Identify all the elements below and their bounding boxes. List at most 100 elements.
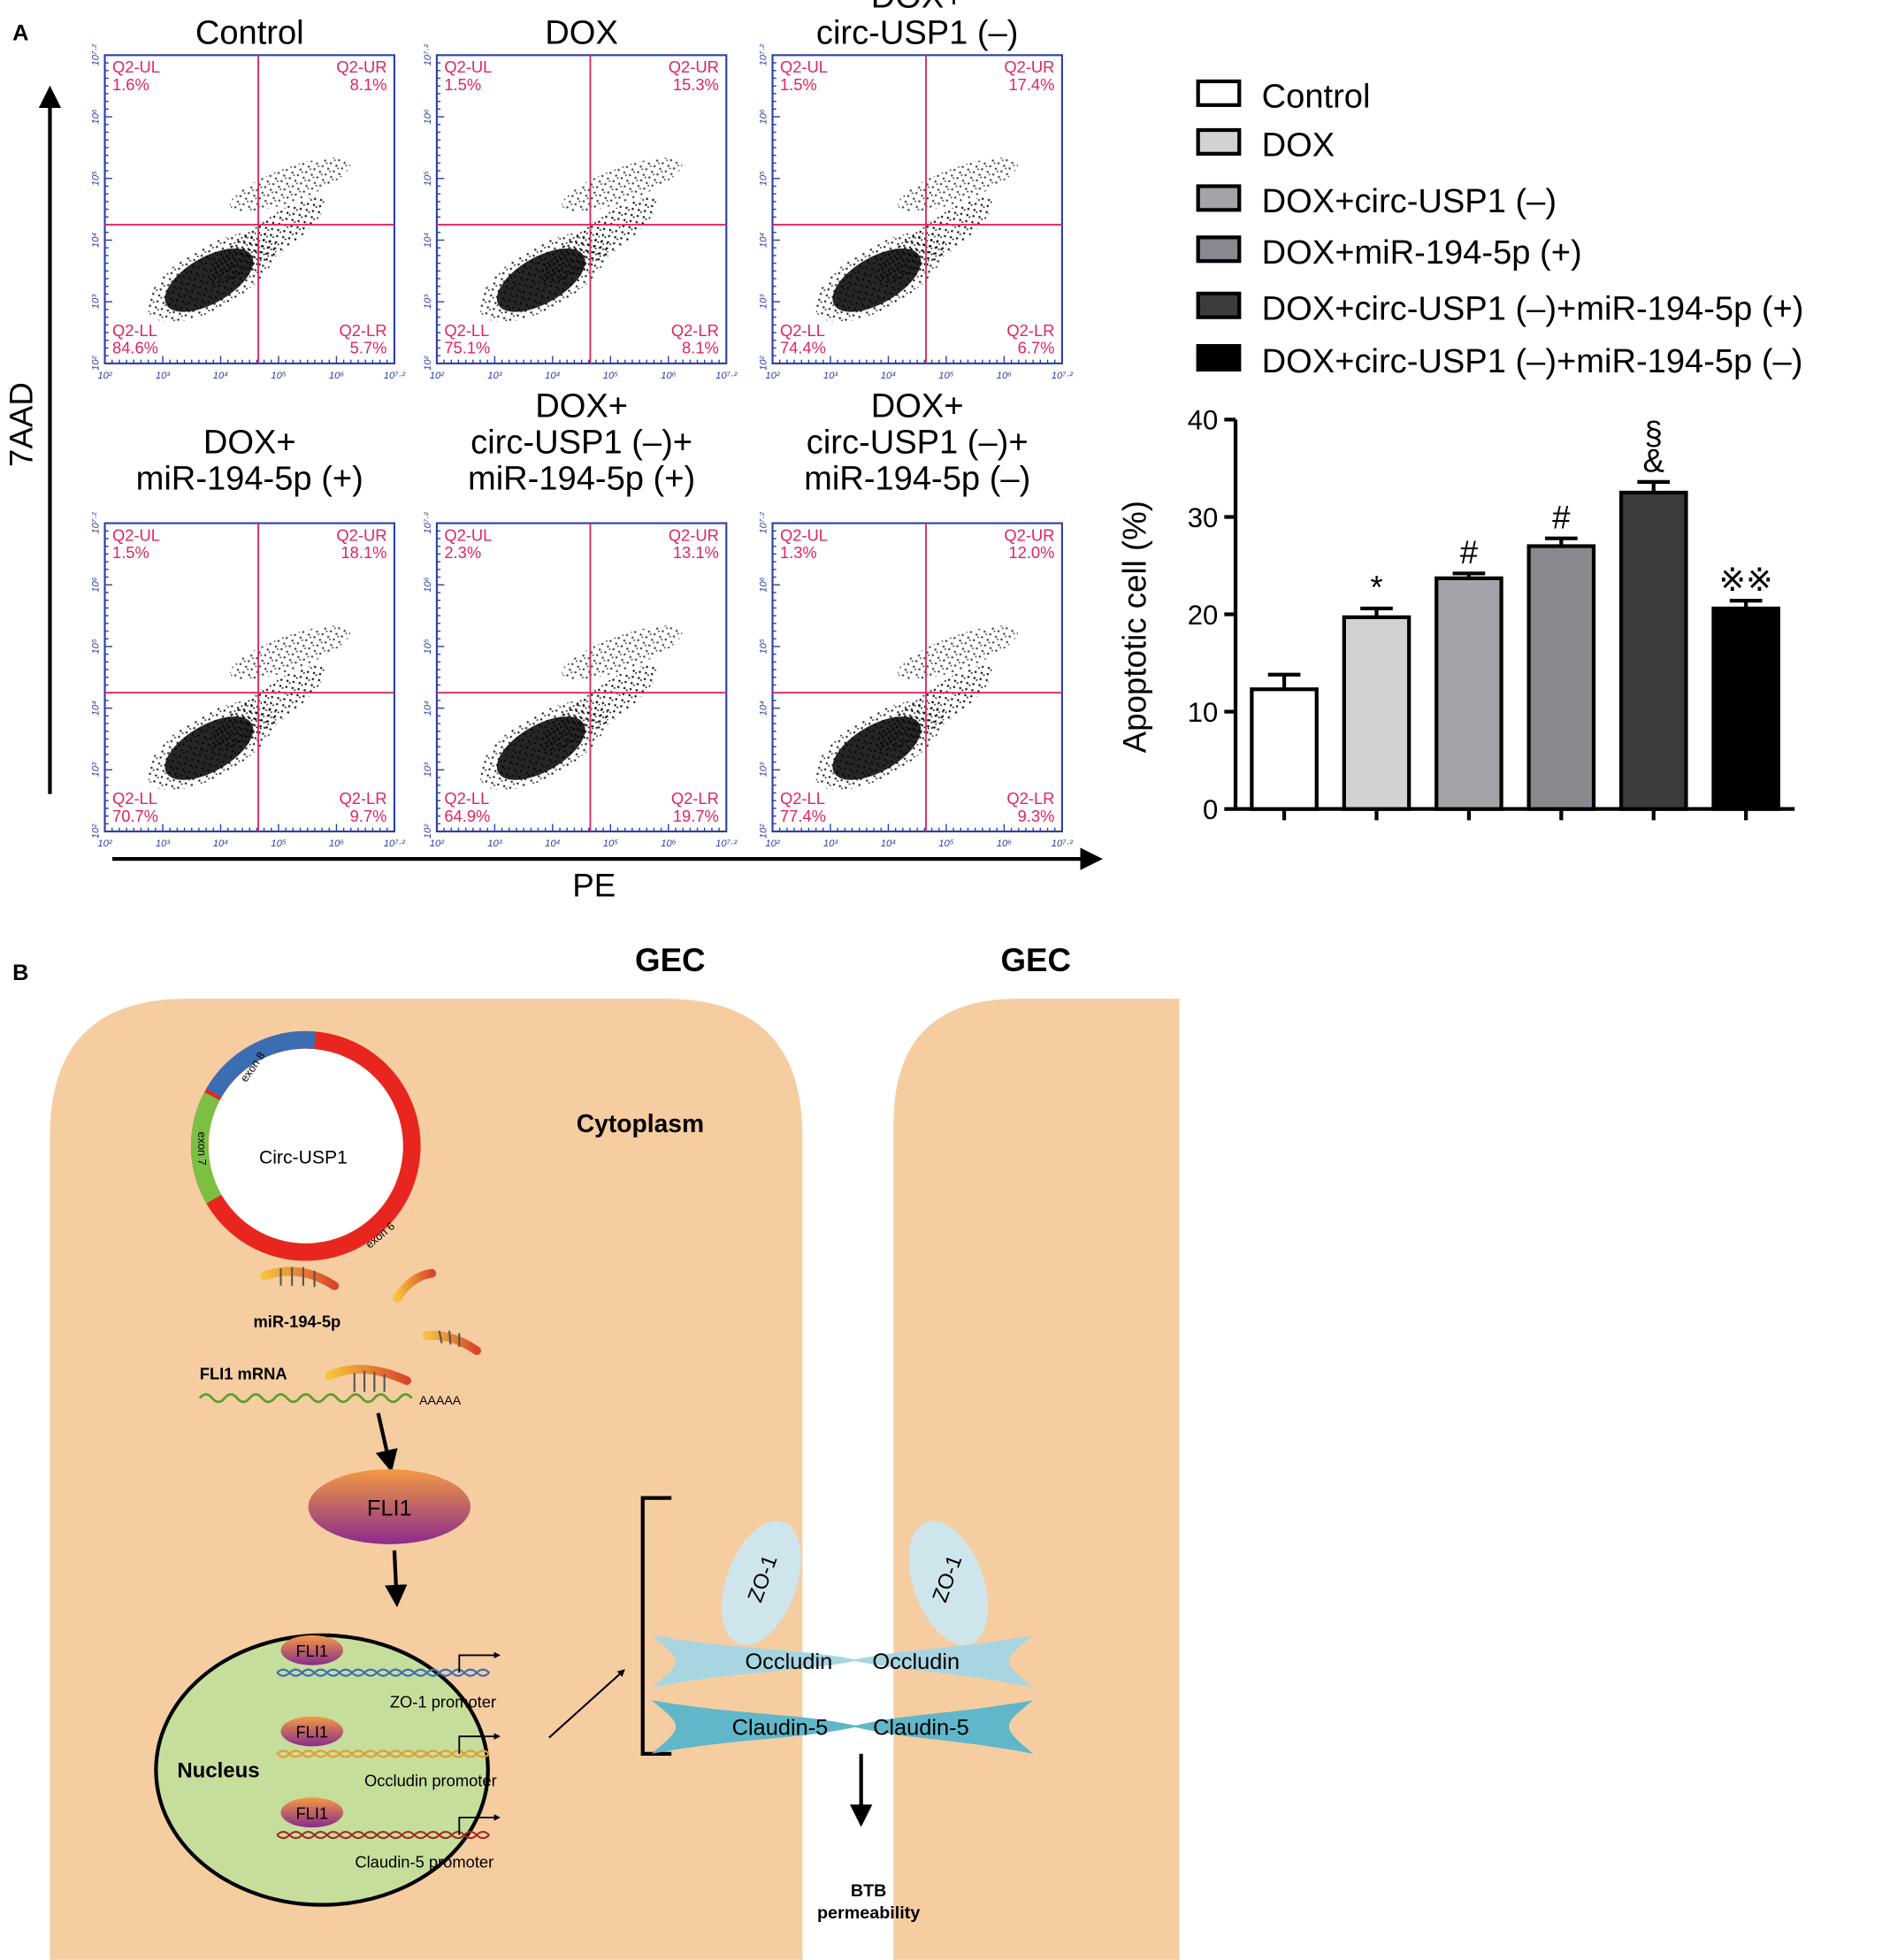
btb-label: permeability: [817, 1903, 920, 1923]
quadrant-name: Q2-UR: [1004, 57, 1054, 76]
x-tick-label: 10⁴: [545, 838, 561, 849]
dna: [276, 1668, 490, 1677]
quadrant-name: Q2-LL: [444, 789, 489, 808]
quadrant-name: Q2-LR: [1006, 321, 1054, 340]
x-tick-label: 10⁶: [997, 838, 1013, 849]
exon-label: exon 7: [195, 1131, 208, 1165]
quadrant-name: Q2-LL: [780, 321, 825, 340]
fli1-protein: [280, 1716, 344, 1747]
protein-label: Occludin: [745, 1650, 832, 1674]
cell-cloud: [230, 625, 351, 680]
protein-label: Claudin-5: [873, 1716, 969, 1741]
y-tick-label: 10³: [423, 295, 433, 310]
quadrant-name: Q2-UR: [669, 525, 719, 544]
quadrant-name: Q2-UL: [112, 525, 160, 544]
quadrant-percent: 1.5%: [112, 543, 149, 562]
x-tick-label: 10⁷·²: [384, 371, 407, 381]
quadrant-name: Q2-LR: [1006, 789, 1054, 808]
y-tick-label: 10⁴: [758, 233, 769, 249]
significance-mark: &: [1643, 443, 1664, 479]
x-tick-label: 10³: [156, 371, 171, 381]
arrow: [548, 1669, 625, 1739]
y-tick-label: 10⁷·²: [423, 511, 433, 534]
quadrant-percent: 70.7%: [112, 807, 158, 825]
protein-label: FLI1: [295, 1642, 328, 1660]
x-tick-label: 10⁴: [213, 838, 229, 849]
y-tick-label: 30: [1188, 502, 1219, 533]
legend-label: Control: [1262, 79, 1371, 116]
x-tick-label: 10⁶: [661, 838, 677, 849]
quadrant-percent: 15.3%: [673, 75, 719, 94]
quadrant-name: Q2-UL: [112, 57, 160, 76]
y-tick-label: 10²: [90, 356, 101, 371]
cell-cloud: [815, 232, 945, 323]
x-tick-label: 10⁵: [938, 371, 954, 381]
x-tick-label: 10⁴: [545, 371, 561, 381]
mrna-label: FLI1 mRNA: [200, 1365, 287, 1383]
y-tick-label: 10²: [90, 823, 101, 839]
x-tick-label: 10⁵: [603, 838, 619, 849]
bar: [1618, 490, 1688, 811]
cell-cloud: [147, 232, 277, 323]
dna: [276, 1749, 490, 1758]
x-tick-label: 10³: [823, 838, 838, 849]
quadrant-percent: 1.5%: [444, 75, 481, 94]
arrow: [375, 1413, 398, 1473]
panel-title: DOX+: [203, 424, 296, 461]
bar: [1342, 615, 1412, 811]
nucleus-label: Nucleus: [177, 1759, 259, 1783]
quadrant-name: Q2-LL: [112, 321, 157, 340]
quadrant-percent: 18.1%: [340, 543, 386, 562]
cell-label: GEC: [1001, 942, 1071, 978]
y-tick-label: 10⁴: [423, 233, 433, 249]
dna: [276, 1668, 490, 1677]
cell-cloud: [479, 232, 609, 323]
protein-label: Claudin-5: [732, 1716, 829, 1741]
x-tick-label: 10⁷·²: [715, 838, 738, 849]
y-tick-label: 10⁶: [90, 577, 101, 593]
mirna: [260, 1267, 340, 1290]
region-label: Cytoplasm: [577, 1109, 704, 1137]
arrow: [385, 1550, 408, 1608]
quadrant-name: Q2-LR: [671, 789, 719, 808]
legend-swatch: [1196, 127, 1242, 156]
base-pairs: [279, 1267, 316, 1288]
y-tick-label: 10⁵: [423, 639, 433, 655]
y-tick-label: 10⁶: [423, 577, 433, 593]
y-tick-label: 10⁷·²: [758, 511, 769, 534]
legend-label: DOX: [1262, 127, 1335, 165]
x-tick-label: 10⁴: [213, 371, 229, 381]
y-tick-label: 0: [1203, 794, 1218, 825]
significance-mark: #: [1460, 534, 1479, 570]
legend-swatch: [1196, 79, 1242, 107]
y-tick-label: 10⁶: [90, 109, 101, 125]
x-tick-label: 10²: [765, 371, 781, 381]
panel-title: DOX+: [871, 388, 964, 425]
legend-label: DOX+miR-194-5p (+): [1262, 234, 1582, 272]
y-tick-label: 10²: [423, 823, 433, 839]
x-tick-label: 10⁵: [271, 371, 287, 381]
panel-title: Control: [195, 15, 304, 52]
bar: [1526, 544, 1596, 811]
zo1-protein: [721, 1520, 801, 1645]
legend-label: DOX+circ-USP1 (–): [1262, 183, 1557, 220]
panel-title: DOX+: [871, 0, 964, 16]
promoter-label: ZO-1 promoter: [390, 1693, 496, 1711]
panel-label: B: [12, 961, 28, 985]
bracket: [640, 1496, 672, 1757]
diagram: GEC GEC Cytoplasm exon 8 exon 7 exon 6 C…: [50, 942, 1180, 1960]
x-tick-label: 10⁴: [881, 838, 897, 849]
cell-cloud: [230, 157, 351, 212]
quadrant-percent: 9.3%: [1018, 807, 1055, 825]
quadrant-percent: 5.7%: [350, 339, 387, 357]
claudin: [851, 1700, 1034, 1754]
y-tick-label: 10⁵: [758, 639, 769, 655]
x-axis-label: PE: [572, 867, 616, 903]
cell-cloud: [898, 157, 1019, 212]
zo1-protein: [908, 1520, 989, 1645]
